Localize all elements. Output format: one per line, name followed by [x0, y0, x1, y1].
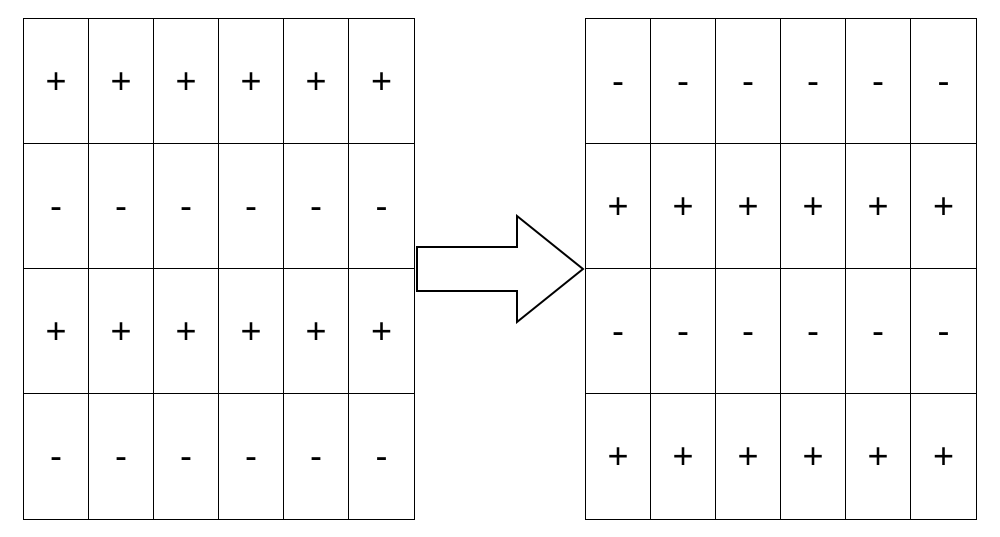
grid-cell: -: [651, 269, 716, 394]
grid-cell: +: [154, 19, 219, 144]
grid-cell: -: [284, 394, 349, 519]
grid-cell: -: [349, 144, 414, 269]
grid-cell: -: [586, 19, 651, 144]
grid-cell: -: [89, 394, 154, 519]
grid-cell: +: [586, 394, 651, 519]
grid-cell: +: [716, 394, 781, 519]
grid-cell: +: [781, 394, 846, 519]
grid-cell: +: [24, 269, 89, 394]
grid-cell: -: [911, 269, 976, 394]
grid-cell: +: [716, 144, 781, 269]
grid-cell: -: [284, 144, 349, 269]
grid-cell: +: [154, 269, 219, 394]
grid-cell: +: [911, 394, 976, 519]
grid-cell: +: [89, 269, 154, 394]
grid-cell: -: [846, 269, 911, 394]
grid-cell: +: [284, 19, 349, 144]
grid-cell: +: [24, 19, 89, 144]
grid-cell: -: [24, 394, 89, 519]
right-grid: ------++++++------++++++: [585, 18, 977, 520]
transform-arrow-icon: [415, 214, 585, 324]
grid-cell: +: [219, 19, 284, 144]
grid-cell: -: [651, 19, 716, 144]
arrow-wrap: [415, 214, 585, 324]
diagram-container: ++++++------++++++------ ------++++++---…: [0, 0, 1000, 537]
grid-cell: -: [219, 394, 284, 519]
grid-cell: +: [349, 269, 414, 394]
grid-cell: +: [89, 19, 154, 144]
grid-cell: -: [911, 19, 976, 144]
grid-cell: -: [781, 269, 846, 394]
grid-cell: -: [24, 144, 89, 269]
grid-cell: -: [586, 269, 651, 394]
grid-cell: +: [846, 144, 911, 269]
grid-cell: -: [716, 269, 781, 394]
grid-cell: +: [219, 269, 284, 394]
grid-cell: +: [781, 144, 846, 269]
grid-cell: -: [781, 19, 846, 144]
grid-cell: +: [349, 19, 414, 144]
grid-cell: -: [219, 144, 284, 269]
grid-cell: +: [651, 144, 716, 269]
left-grid: ++++++------++++++------: [23, 18, 415, 520]
grid-cell: +: [911, 144, 976, 269]
grid-cell: +: [846, 394, 911, 519]
grid-cell: +: [651, 394, 716, 519]
grid-cell: +: [586, 144, 651, 269]
grid-cell: -: [89, 144, 154, 269]
grid-cell: -: [154, 144, 219, 269]
grid-cell: -: [154, 394, 219, 519]
grid-cell: -: [716, 19, 781, 144]
grid-cell: -: [846, 19, 911, 144]
grid-cell: +: [284, 269, 349, 394]
grid-cell: -: [349, 394, 414, 519]
